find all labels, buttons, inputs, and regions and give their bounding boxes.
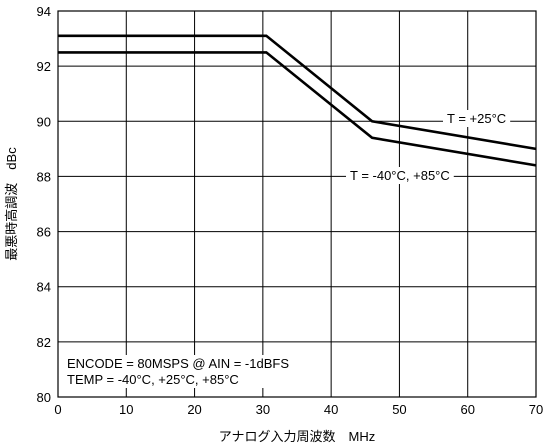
x-tick-label: 40	[324, 402, 338, 417]
y-axis-title: 最悪時高調波 dBc	[4, 147, 19, 261]
annotation-bg	[63, 355, 294, 388]
x-tick-label: 30	[256, 402, 270, 417]
x-tick-labels: 0 10 20 30 40 50 60 70	[54, 402, 543, 417]
y-tick-labels: 80 82 84 86 88 90 92 94	[37, 4, 51, 405]
grid	[58, 11, 536, 397]
y-tick-label: 84	[37, 280, 51, 295]
series-label: T = -40°C, +85°C	[350, 168, 450, 183]
plot-frame	[57, 10, 537, 398]
x-tick-label: 10	[119, 402, 133, 417]
x-tick-label: 20	[187, 402, 201, 417]
y-tick-label: 90	[37, 114, 51, 129]
annotation-line: TEMP = -40°C, +25°C, +85°C	[67, 372, 239, 387]
series-label: T = +25°C	[447, 111, 506, 126]
series-label-bg	[443, 110, 511, 127]
series-label-bg	[346, 167, 454, 184]
x-tick-label: 0	[54, 402, 61, 417]
y-tick-label: 82	[37, 335, 51, 350]
x-axis-title: アナログ入力周波数 MHz	[219, 429, 375, 444]
y-tick-label: 86	[37, 225, 51, 240]
annotation-line: ENCODE = 80MSPS @ AIN = -1dBFS	[67, 356, 289, 371]
y-tick-label: 80	[37, 390, 51, 405]
y-tick-label: 94	[37, 4, 51, 19]
series-labels: T = +25°C T = -40°C, +85°C	[346, 110, 511, 184]
x-tick-label: 50	[392, 402, 406, 417]
y-tick-label: 88	[37, 169, 51, 184]
x-tick-label: 70	[529, 402, 543, 417]
x-tick-label: 60	[460, 402, 474, 417]
y-tick-label: 92	[37, 59, 51, 74]
series-line	[58, 34, 537, 151]
series-lines	[58, 34, 537, 167]
series-line	[58, 51, 537, 167]
